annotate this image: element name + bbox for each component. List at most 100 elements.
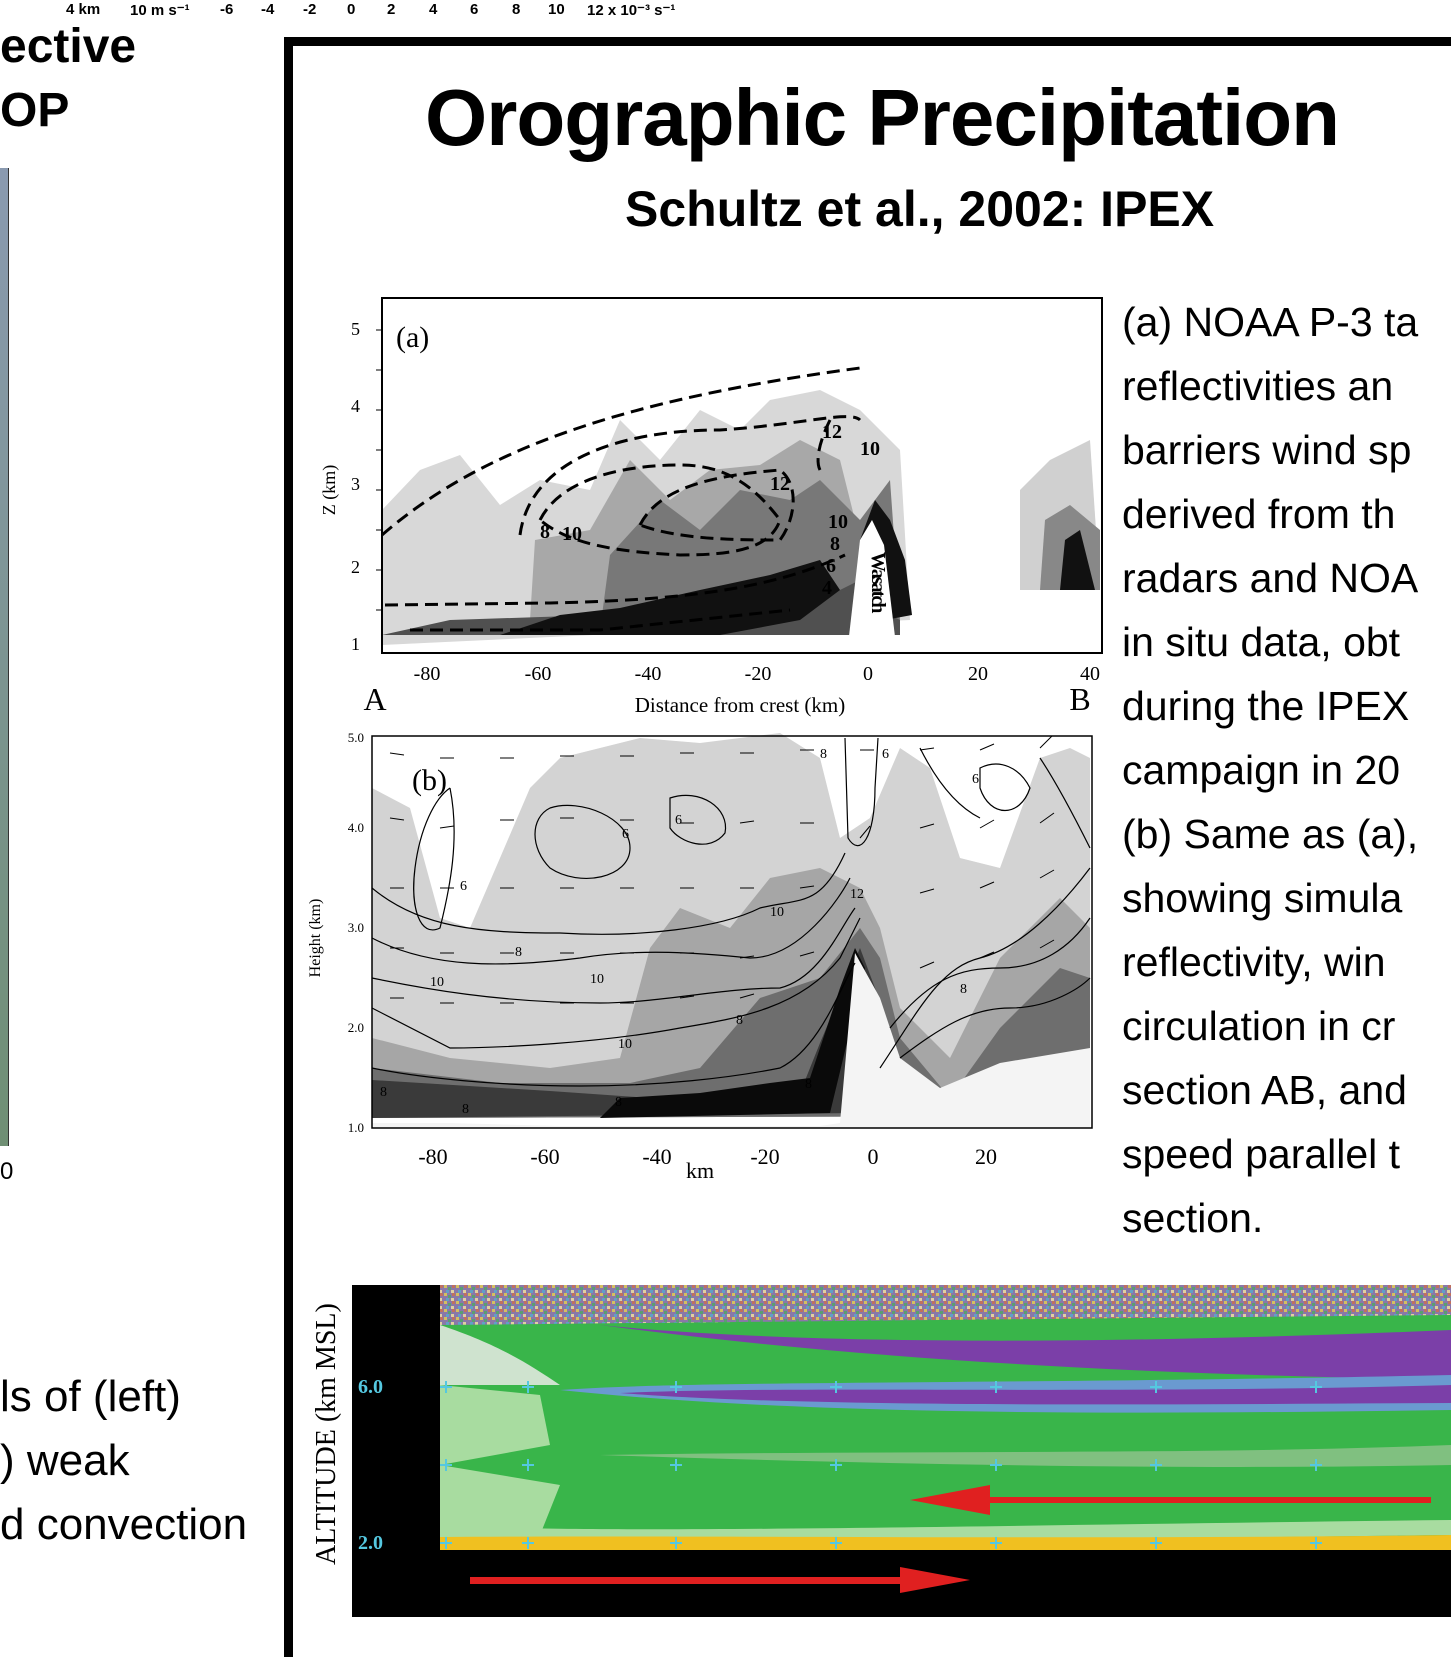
scale-label: 0 bbox=[347, 1, 356, 18]
figure-b-contour-label: 8 bbox=[805, 1077, 812, 1092]
figure-a-panel-label: (a) bbox=[396, 321, 429, 354]
figure-b-contour-label: 6 bbox=[882, 747, 889, 762]
scale-label: 6 bbox=[470, 1, 479, 18]
caption-line: campaign in 20 bbox=[1122, 747, 1401, 793]
figure-a-endpoint-a: A bbox=[363, 681, 386, 717]
caption-line: (b) Same as (a), bbox=[1122, 811, 1419, 857]
figure-b-ytick: 1.0 bbox=[348, 1120, 364, 1135]
radar-melting-layer bbox=[440, 1535, 1451, 1550]
scale-label: 4 bbox=[429, 1, 438, 18]
figure-a-contour-label: 12 bbox=[770, 473, 790, 495]
figure-b-contour-label: 12 bbox=[850, 887, 864, 902]
figure-b-simulated-cross-section: (b) 1.0 2.0 3.0 4.0 5.0 Height (km) -80 … bbox=[307, 730, 1093, 1183]
figure-a-contour-label: 4 bbox=[822, 577, 832, 599]
figure-b-contour-label: 6 bbox=[460, 879, 467, 894]
figure-b-contour-label: 6 bbox=[622, 827, 629, 842]
figure-b-contour-label: 10 bbox=[618, 1037, 632, 1052]
figure-b-reflectivity-shading bbox=[372, 733, 1090, 1128]
left-caption-line: d convection bbox=[0, 1500, 248, 1549]
figure-a-contour-label: 10 bbox=[828, 511, 848, 533]
figure-b-wind-vectors bbox=[389, 735, 1055, 1004]
caption-line: radars and NOA bbox=[1122, 555, 1419, 601]
slide-title: Orographic Precipitation bbox=[425, 73, 1340, 162]
caption-line: showing simula bbox=[1122, 875, 1403, 921]
figure-b-xlabel: km bbox=[686, 1158, 714, 1183]
figure-b-contour-labels: 6 6 6 8 6 8 10 10 12 10 10 8 8 8 8 8 8 6 bbox=[380, 747, 979, 1117]
figure-b-contour-label: 8 bbox=[515, 945, 522, 960]
figure-a-ytick: 4 bbox=[351, 396, 360, 416]
left-caption-line: ls of (left) bbox=[0, 1372, 181, 1421]
figure-a-xtick: -80 bbox=[414, 663, 441, 685]
slide-caption: (a) NOAA P-3 ta reflectivities an barrie… bbox=[1122, 290, 1418, 1250]
figure-a-endpoint-b: B bbox=[1069, 681, 1090, 717]
radar-flow-arrow-upper bbox=[910, 1485, 1431, 1515]
radar-grid-crosses bbox=[440, 1381, 1322, 1549]
figure-a-contour-label: 12 bbox=[822, 421, 842, 443]
figure-a-xlabel: Distance from crest (km) bbox=[635, 693, 846, 717]
figure-b-xtick: 20 bbox=[975, 1144, 997, 1169]
scale-label: 10 m s⁻¹ bbox=[130, 2, 190, 19]
figure-b-ylabel: Height (km) bbox=[307, 899, 324, 978]
figure-b-contour-label: 8 bbox=[615, 1095, 622, 1110]
figure-a-contour-label: 8 bbox=[540, 521, 550, 543]
figure-b-contour-label: 10 bbox=[430, 975, 444, 990]
figure-b-contour-label: 8 bbox=[380, 1085, 387, 1100]
figure-b-contour-label: 6 bbox=[675, 813, 682, 828]
slide-frame bbox=[284, 37, 1451, 1657]
caption-line: (a) NOAA P-3 ta bbox=[1122, 299, 1419, 345]
figure-a-observed-cross-section: (a) 1 2 3 4 5 Z (km) -80 -60 -40 -20 0 2… bbox=[319, 297, 1103, 717]
scale-label: -2 bbox=[303, 1, 317, 18]
figure-a-contour-label: 10 bbox=[562, 523, 582, 545]
scale-label: 4 km bbox=[66, 1, 101, 18]
scale-label: -4 bbox=[261, 1, 275, 18]
figure-a-xtick: 20 bbox=[968, 663, 988, 685]
figure-b-xtick: -60 bbox=[530, 1144, 559, 1169]
figure-b-contour-label: 10 bbox=[770, 905, 784, 920]
left-title-line: ective bbox=[0, 20, 137, 73]
figure-a-ytick: 2 bbox=[351, 557, 360, 577]
figure-b-plot-frame bbox=[371, 735, 1093, 1129]
caption-line: during the IPEX bbox=[1122, 683, 1410, 729]
figure-a-xtick: 40 bbox=[1080, 663, 1100, 685]
figure-b-contour-label: 8 bbox=[462, 1102, 469, 1117]
scale-label: 10 bbox=[548, 1, 565, 18]
left-caption-line: ) weak bbox=[0, 1436, 130, 1485]
figure-a-mountain-label: Wasatch bbox=[867, 552, 889, 613]
figure-a-xtick: -20 bbox=[745, 663, 772, 685]
figure-b-contour-label: 8 bbox=[960, 982, 967, 997]
caption-line: derived from th bbox=[1122, 491, 1396, 537]
figure-a-xtick: -40 bbox=[635, 663, 662, 685]
caption-line: barriers wind sp bbox=[1122, 427, 1412, 473]
caption-line: section AB, and bbox=[1122, 1067, 1407, 1113]
figure-a-wind-contours bbox=[381, 366, 862, 632]
figure-a-xtick: 0 bbox=[863, 663, 873, 685]
caption-line: in situ data, obt bbox=[1122, 619, 1401, 665]
figure-a-ytick: 1 bbox=[351, 634, 360, 654]
left-slide-title: ective OP bbox=[0, 20, 136, 138]
left-figure-tick: 0 bbox=[0, 1158, 14, 1185]
figure-b-contour-label: 8 bbox=[736, 1013, 743, 1028]
figure-a-contour-label: 6 bbox=[826, 555, 836, 577]
figure-b-ytick: 4.0 bbox=[348, 820, 364, 835]
figure-b-panel-label: (b) bbox=[412, 764, 447, 797]
radar-reflectivity-image: ALTITUDE (km MSL) 6.0 2.0 bbox=[300, 1285, 1451, 1617]
caption-line: reflectivities an bbox=[1122, 363, 1394, 409]
figure-b-contour-label: 6 bbox=[972, 772, 979, 787]
figure-a-ytick: 5 bbox=[351, 319, 360, 339]
figure-a-plot-frame bbox=[381, 297, 1103, 654]
figure-b-xtick: -80 bbox=[418, 1144, 447, 1169]
scale-label: 8 bbox=[512, 1, 521, 18]
figure-b-contour-label: 8 bbox=[820, 747, 827, 762]
figure-a-contour-label: 10 bbox=[860, 438, 880, 460]
figure-b-ytick: 3.0 bbox=[348, 920, 364, 935]
top-scale-labels: 4 km 10 m s⁻¹ -6 -4 -2 0 2 4 6 8 10 12 x… bbox=[60, 0, 760, 20]
scale-label: -6 bbox=[220, 1, 234, 18]
radar-ylabel: ALTITUDE (km MSL) bbox=[311, 1303, 342, 1565]
figure-a-y-minor-ticks bbox=[376, 329, 382, 611]
scale-label: 2 bbox=[387, 1, 396, 18]
caption-line: speed parallel t bbox=[1122, 1131, 1401, 1177]
caption-line: section. bbox=[1122, 1195, 1264, 1241]
figure-b-ytick: 2.0 bbox=[348, 1020, 364, 1035]
left-caption: ls of (left) ) weak d convection bbox=[0, 1365, 247, 1557]
figure-a-xtick: -60 bbox=[525, 663, 552, 685]
